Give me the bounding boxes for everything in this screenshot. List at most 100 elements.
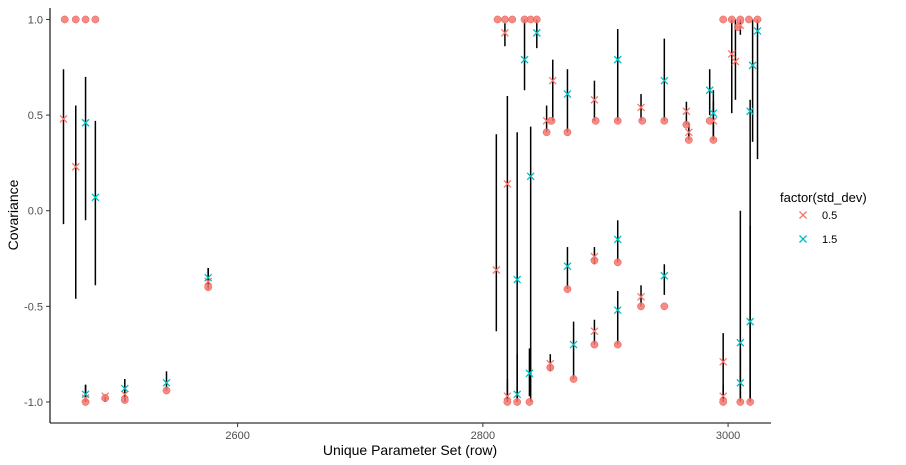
data-point (563, 128, 572, 137)
x-mark-stroke (120, 384, 129, 393)
x-mark-stroke (682, 107, 691, 116)
estimate-mark (705, 86, 714, 95)
data-point (501, 15, 509, 24)
data-point (513, 398, 522, 406)
x-mark-stroke (204, 273, 213, 282)
estimate-mark (204, 273, 213, 282)
x-mark-stroke (492, 266, 501, 274)
x-mark-stroke (705, 86, 714, 95)
data-point (81, 398, 90, 406)
axes (49, 8, 771, 424)
data-point (542, 128, 551, 137)
estimate-mark (736, 378, 745, 387)
y-tick-label: 0.0 (28, 206, 43, 218)
data-point (508, 15, 517, 24)
x-mark-stroke (709, 116, 718, 125)
estimate-mark (120, 384, 129, 393)
x-tick-label: 2800 (471, 430, 495, 442)
x-mark-stroke (91, 193, 100, 202)
x-mark-stroke (71, 162, 80, 171)
estimate-mark (503, 179, 512, 188)
x-mark-stroke (548, 76, 557, 85)
x-mark-stroke (81, 118, 90, 127)
y-tick-label: -0.5 (24, 301, 43, 313)
estimate-mark (590, 327, 599, 336)
data-point (745, 15, 753, 24)
data-point (547, 116, 556, 125)
data-point (736, 15, 745, 24)
legend-title: factor(std_dev) (780, 190, 867, 205)
legend: factor(std_dev) 0.5 1.5 (780, 190, 867, 246)
data-point (736, 398, 745, 406)
estimate-mark (613, 55, 622, 64)
estimate-mark (709, 116, 718, 125)
estimate-mark (81, 390, 90, 399)
x-mark-stroke (532, 28, 541, 37)
x-mark-stroke (120, 390, 129, 399)
x-mark-stroke (513, 390, 522, 399)
estimate-mark (753, 26, 762, 35)
estimate-mark (71, 162, 80, 171)
x-mark-stroke (719, 392, 728, 401)
data-point (753, 15, 762, 24)
data-point (727, 15, 736, 24)
estimate-mark (736, 338, 745, 347)
x-mark-stroke (748, 61, 757, 70)
data-point (60, 15, 69, 24)
data-point (719, 398, 728, 406)
x-tick-label: 2600 (225, 430, 249, 442)
x-mark-stroke (799, 235, 807, 243)
estimate-mark (520, 55, 529, 64)
legend-entries: 0.5 1.5 (799, 210, 837, 246)
x-mark-stroke (719, 357, 728, 366)
estimate-mark (542, 116, 551, 125)
estimate-mark (526, 172, 535, 181)
data-point (719, 15, 728, 24)
estimate-mark (660, 76, 669, 85)
x-mark-stroke (753, 26, 762, 35)
estimate-mark (492, 266, 501, 274)
data-point (532, 15, 541, 24)
x-mark-stroke (500, 28, 509, 37)
estimate-mark (684, 128, 693, 137)
x-mark-stroke (731, 57, 740, 66)
data-point (525, 398, 534, 406)
estimate-mark (500, 28, 509, 37)
estimate-mark (682, 107, 691, 116)
data-point (637, 302, 645, 311)
estimate-mark (569, 340, 578, 349)
data-point (204, 283, 213, 292)
estimate-mark (162, 378, 171, 387)
x-mark-stroke (613, 235, 622, 244)
estimate-mark (727, 49, 736, 58)
data-point (613, 340, 622, 349)
error-bars (62, 19, 759, 402)
y-tick-label: 0.5 (28, 110, 43, 122)
estimate-mark (748, 61, 757, 70)
data-point (591, 116, 600, 125)
x-axis-title: Unique Parameter Set (row) (323, 442, 497, 458)
x-mark-stroke (563, 90, 572, 99)
estimate-mark (590, 252, 599, 261)
x-mark-stroke (81, 390, 90, 399)
x-mark-stroke (637, 292, 645, 301)
estimate-mark (525, 369, 534, 378)
estimate-mark (590, 95, 599, 104)
x-mark-stroke (162, 378, 171, 387)
data-point (709, 136, 718, 144)
data-point (493, 15, 502, 24)
y-axis-title: Covariance (5, 179, 21, 250)
x-mark-stroke (590, 95, 599, 104)
x-mark-stroke (569, 340, 578, 349)
data-point (71, 15, 80, 24)
estimate-mark (637, 292, 645, 301)
legend-label: 1.5 (822, 234, 837, 246)
x-mark-stroke (660, 271, 669, 280)
data-point (590, 340, 599, 349)
data-point (91, 15, 100, 24)
x-mark-stroke (546, 359, 555, 368)
data-point (569, 375, 578, 383)
estimate-mark (91, 193, 100, 202)
x-mark-stroke (526, 172, 535, 181)
